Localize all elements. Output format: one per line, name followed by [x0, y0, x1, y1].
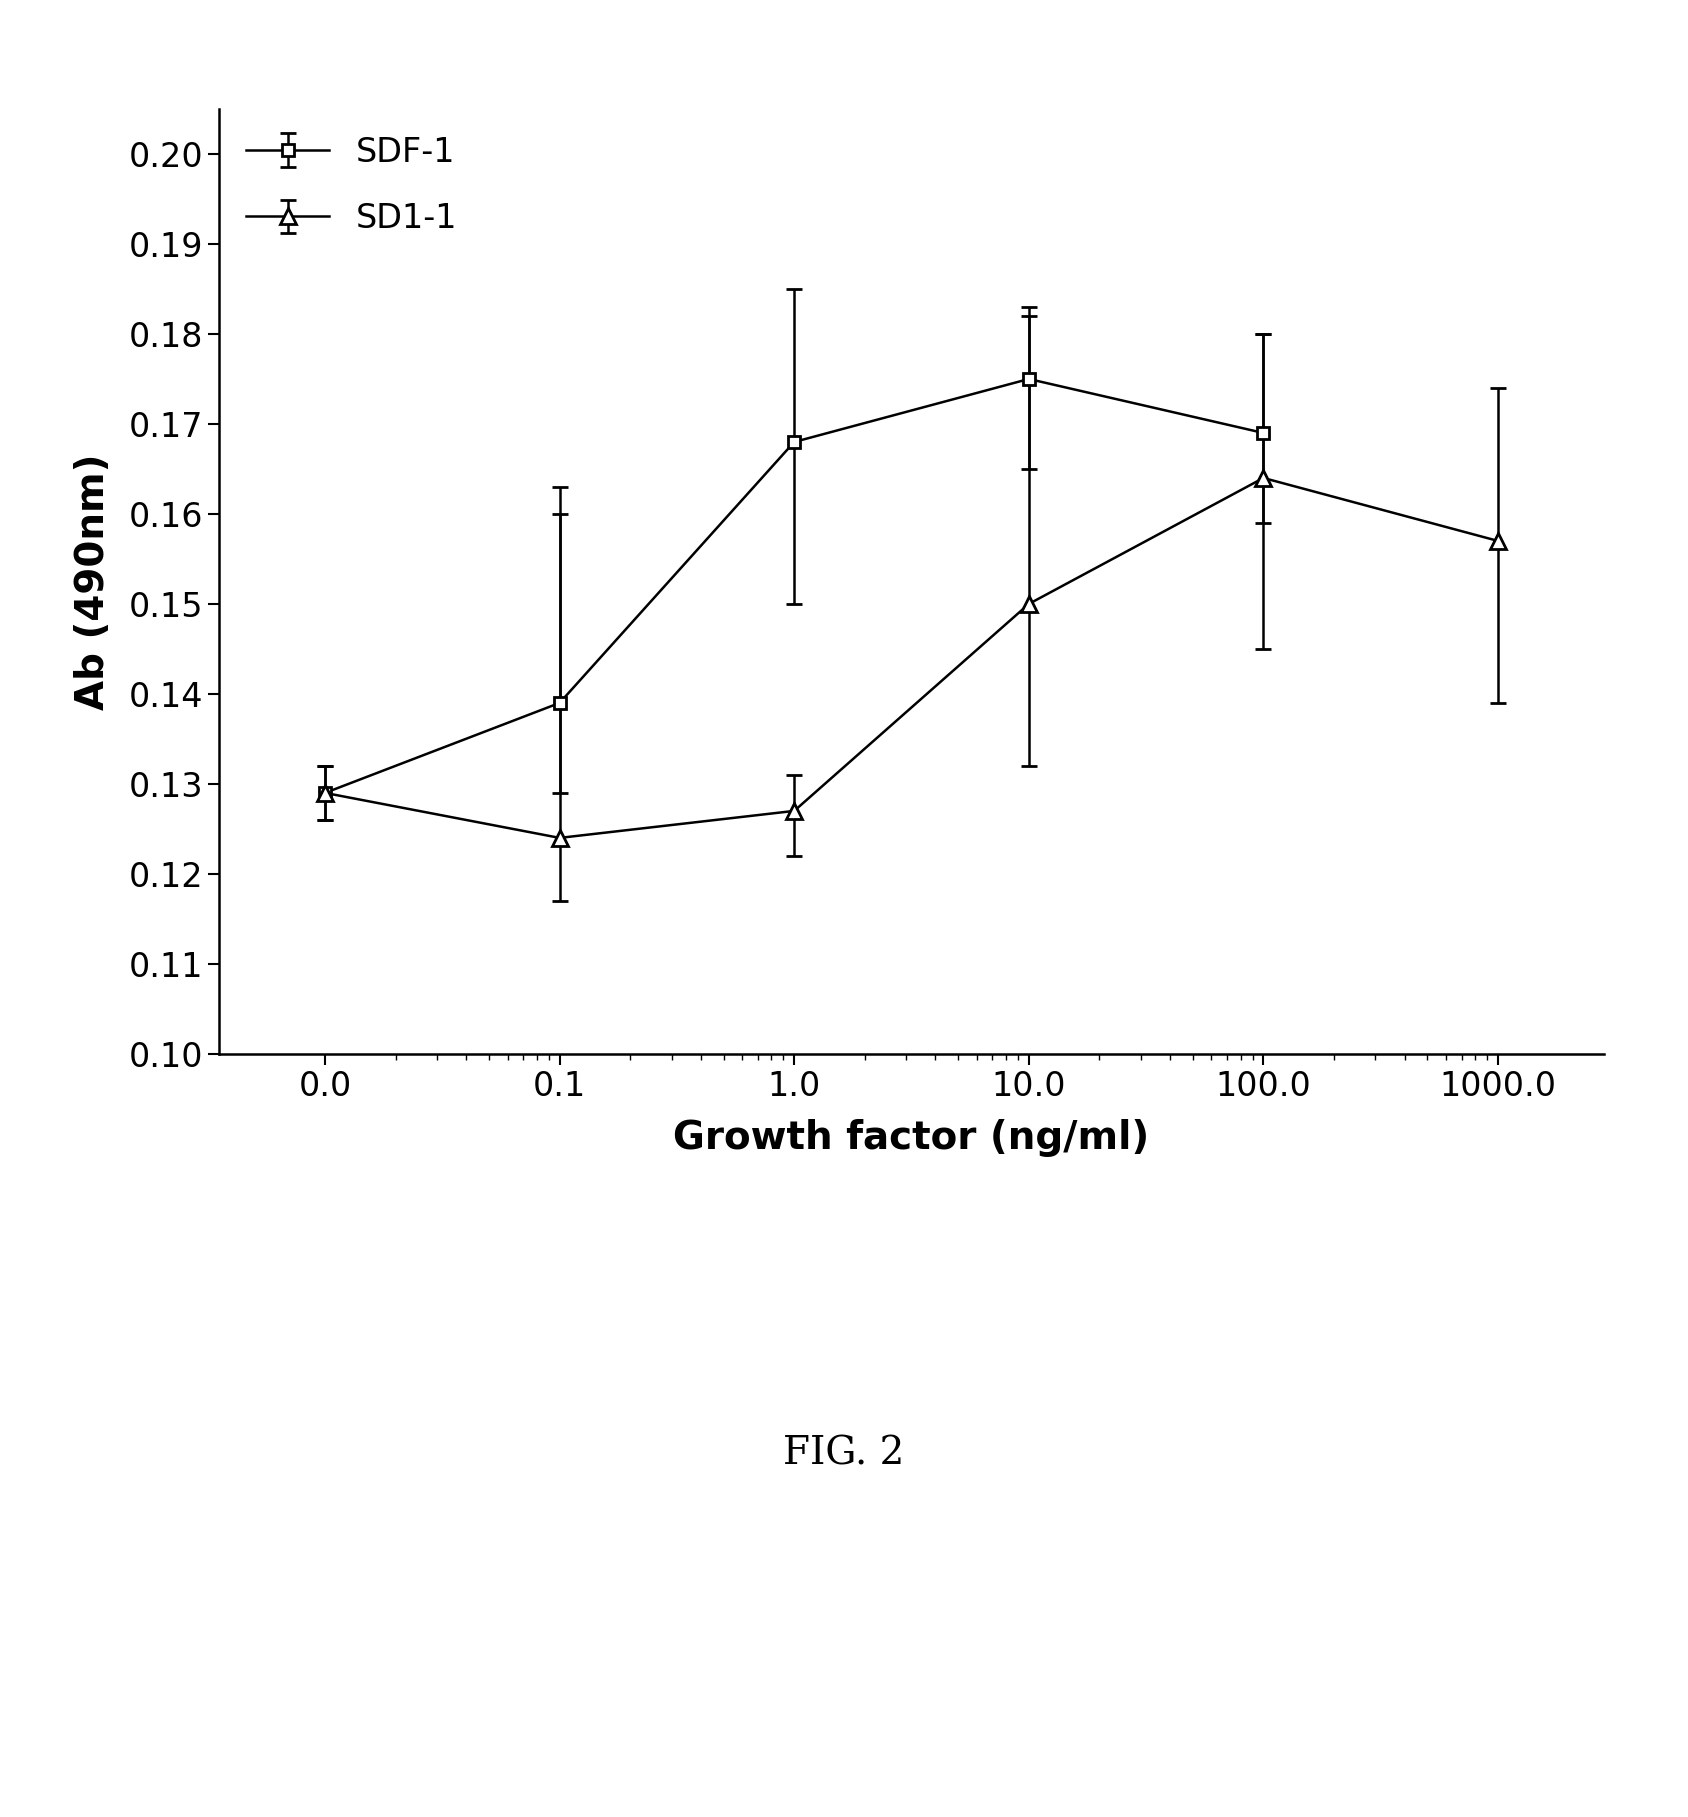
Text: FIG. 2: FIG. 2 — [783, 1435, 905, 1472]
Legend: SDF-1, SD1-1: SDF-1, SD1-1 — [236, 125, 468, 245]
Y-axis label: Ab (490nm): Ab (490nm) — [74, 452, 111, 710]
X-axis label: Growth factor (ng/ml): Growth factor (ng/ml) — [674, 1119, 1150, 1157]
